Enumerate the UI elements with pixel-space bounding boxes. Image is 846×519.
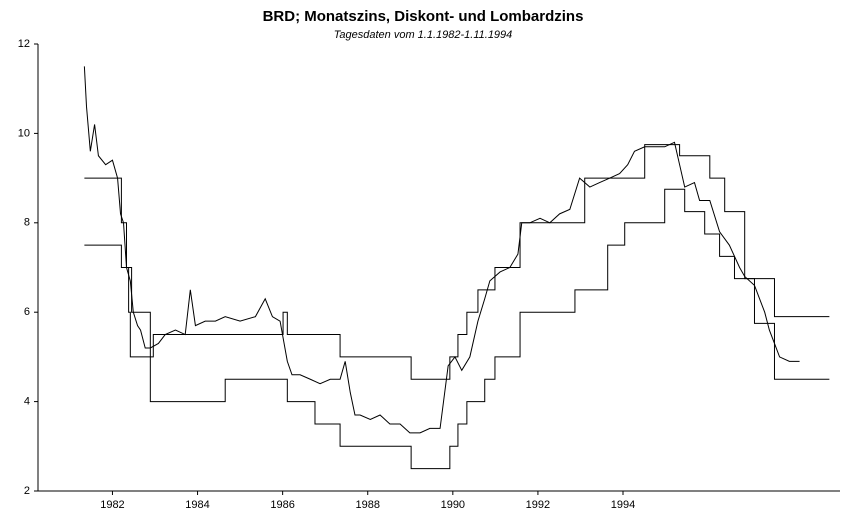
series-line: [84, 144, 830, 380]
x-tick-label: 1986: [270, 499, 294, 511]
x-tick-label: 1984: [185, 499, 209, 511]
y-tick-label: 10: [18, 127, 30, 139]
x-tick-label: 1988: [355, 499, 379, 511]
y-tick-label: 4: [24, 396, 30, 408]
chart-subtitle: Tagesdaten vom 1.1.1982-1.11.1994: [334, 29, 513, 41]
y-tick-label: 2: [24, 485, 30, 497]
y-tick-label: 12: [18, 38, 30, 50]
chart-title: BRD; Monatszins, Diskont- und Lombardzin…: [263, 8, 584, 25]
series-line: [84, 188, 830, 470]
x-tick-label: 1994: [611, 499, 635, 511]
y-tick-label: 8: [24, 217, 30, 229]
x-tick-label: 1990: [441, 499, 465, 511]
series-line: [83, 66, 800, 434]
x-tick-label: 1982: [100, 499, 124, 511]
x-tick-label: 1992: [526, 499, 550, 511]
y-tick-label: 6: [24, 306, 30, 318]
